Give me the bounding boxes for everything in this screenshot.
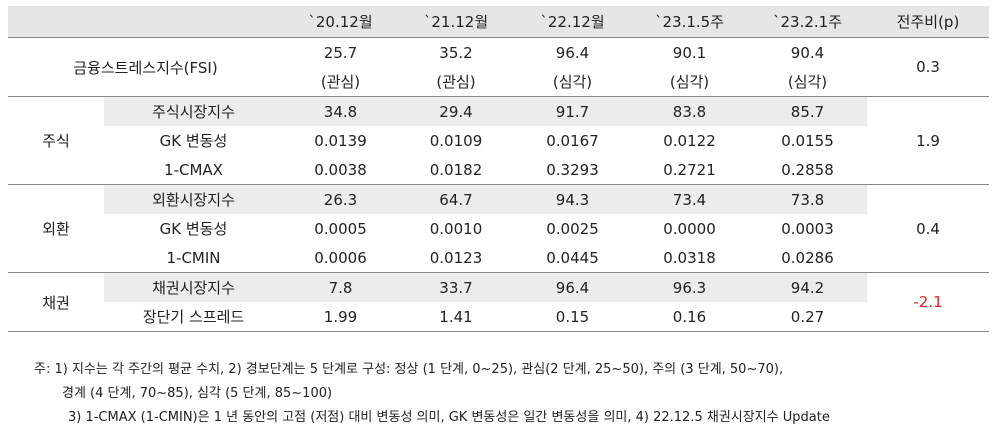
table-cell: 29.4 [398, 96, 514, 126]
fsi-value: 35.2 [439, 43, 473, 62]
table-cell: 0.0123 [398, 243, 514, 273]
table-cell: 0.0167 [546, 131, 599, 150]
footnote-line: 3) 1-CMAX (1-CMIN)은 1 년 동안의 고점 (저점) 대비 변… [68, 410, 830, 425]
header-period-3: `22.12월 [514, 6, 631, 38]
table-cell: 0.0155 [781, 131, 834, 150]
row-label: GK 변동성 [159, 132, 228, 150]
fsi-stage: (관심) [398, 67, 514, 97]
table-cell: 0.16 [631, 302, 748, 332]
header-period-5: `23.2.1주 [748, 6, 867, 38]
table-cell: 26.3 [283, 184, 398, 214]
table-cell: 0.0182 [398, 155, 514, 185]
table-cell: 96.4 [514, 272, 631, 302]
row-label: 주식시장지수 [104, 96, 283, 126]
header-row: `20.12월 `21.12월 `22.12월 `23.1.5주 `23.2.1… [8, 6, 989, 38]
table-cell: 73.8 [748, 184, 867, 214]
table-cell: 64.7 [398, 184, 514, 214]
table-cell: 94.2 [748, 272, 867, 302]
fsi-stage: (심각) [631, 67, 748, 97]
fsi-value: 90.1 [672, 43, 707, 62]
row-label: 1-CMIN [104, 243, 283, 273]
fsi-change: 0.3 [867, 37, 989, 97]
table-row: 채권 채권시장지수 7.8 33.7 96.4 96.3 94.2 -2.1 [8, 272, 989, 332]
fsi-value: 90.4 [790, 43, 825, 62]
table-row: 1-CMAX 0.0038 0.0182 0.3293 0.2721 0.285… [8, 155, 989, 185]
header-period-1: `20.12월 [283, 6, 398, 38]
header-period-4: `23.1.5주 [631, 6, 748, 38]
header-change: 전주비(p) [867, 6, 989, 38]
row-label: 외환시장지수 [104, 184, 283, 214]
table-row: GK 변동성 0.0139 0.0109 0.0167 0.0122 0.015… [8, 126, 989, 155]
table-cell: 91.7 [514, 96, 631, 126]
fsi-value-row: 금융스트레스지수(FSI) 25.7 35.2 96.4 90.1 90.4 0… [8, 37, 989, 97]
table-row: 외환 외환시장지수 26.3 64.7 94.3 73.4 73.8 0.4 [8, 184, 989, 273]
table-row: 1-CMIN 0.0006 0.0123 0.0445 0.0318 0.028… [8, 243, 989, 273]
table-cell: 0.0318 [631, 243, 748, 273]
table-cell: 0.0122 [663, 131, 716, 150]
header-blank [8, 6, 283, 38]
table-cell: 1.41 [398, 302, 514, 332]
group-change-stock: 1.9 [867, 96, 989, 185]
group-label-stock: 주식 [8, 96, 104, 185]
header-period-2: `21.12월 [398, 6, 514, 38]
table-cell: 96.3 [631, 272, 748, 302]
fsi-table: `20.12월 `21.12월 `22.12월 `23.1.5주 `23.2.1… [8, 6, 989, 332]
row-label: 장단기 스프레드 [104, 302, 283, 332]
table-cell: 0.0000 [663, 219, 716, 238]
fsi-stage: (심각) [514, 67, 631, 97]
table-cell: 83.8 [631, 96, 748, 126]
table-cell: 7.8 [283, 272, 398, 302]
table-cell: 0.0139 [314, 131, 367, 150]
table-cell: 0.0445 [514, 243, 631, 273]
row-label: GK 변동성 [159, 220, 228, 238]
fsi-stage: (심각) [748, 67, 867, 97]
fsi-stage: (관심) [283, 67, 398, 97]
table-cell: 0.0109 [429, 131, 483, 150]
row-label: 채권시장지수 [104, 272, 283, 302]
table-cell: 85.7 [748, 96, 867, 126]
group-label-bond: 채권 [8, 272, 104, 332]
table-cell: 0.0038 [283, 155, 398, 185]
table-cell: 0.15 [514, 302, 631, 332]
table-row: 장단기 스프레드 1.99 1.41 0.15 0.16 0.27 [8, 302, 989, 332]
table-cell: 33.7 [398, 272, 514, 302]
table-row: 주식 주식시장지수 34.8 29.4 91.7 83.8 85.7 1.9 [8, 96, 989, 185]
table-cell: 0.27 [748, 302, 867, 332]
fsi-label: 금융스트레스지수(FSI) [8, 37, 283, 97]
table-cell: 0.0025 [546, 219, 599, 238]
group-label-fx: 외환 [8, 184, 104, 273]
table-cell: 0.0010 [429, 219, 483, 238]
table-cell: 34.8 [283, 96, 398, 126]
table-row: GK 변동성 0.0005 0.0010 0.0025 0.0000 0.000… [8, 214, 989, 243]
table-cell: 0.2858 [748, 155, 867, 185]
fsi-stage-row: (관심) (관심) (심각) (심각) (심각) [8, 67, 989, 97]
table-cell: 1.99 [283, 302, 398, 332]
fsi-value: 25.7 [323, 43, 358, 62]
footnote-line: 경계 (4 단계, 70~85), 심각 (5 단계, 85~100) [62, 386, 333, 401]
table-cell: 0.2721 [631, 155, 748, 185]
table-cell: 0.3293 [514, 155, 631, 185]
row-label: 1-CMAX [104, 155, 283, 185]
footnotes: 주: 1) 지수는 각 주간의 평균 수치, 2) 경보단계는 5 단계로 구성… [34, 358, 994, 430]
table-cell: 0.0003 [781, 219, 834, 238]
table-cell: 94.3 [514, 184, 631, 214]
table-cell: 0.0005 [314, 219, 367, 238]
table-cell: 0.0286 [748, 243, 867, 273]
table-cell: 73.4 [631, 184, 748, 214]
group-change-bond: -2.1 [867, 272, 989, 332]
table-cell: 0.0006 [283, 243, 398, 273]
footnote-line: 주: 1) 지수는 각 주간의 평균 수치, 2) 경보단계는 5 단계로 구성… [34, 362, 784, 377]
fsi-value: 96.4 [555, 43, 590, 62]
group-change-fx: 0.4 [867, 184, 989, 273]
